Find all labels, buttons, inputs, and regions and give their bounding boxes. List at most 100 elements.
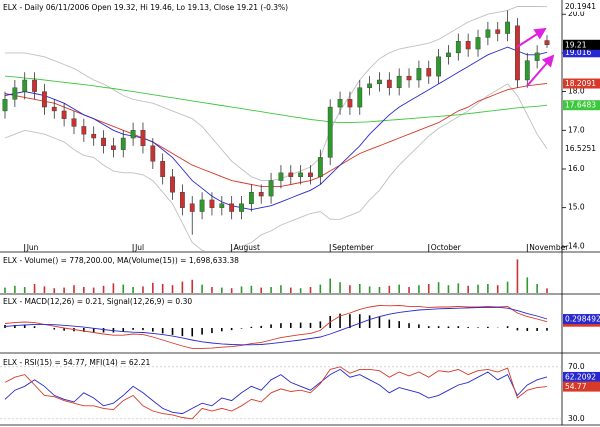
candle-body: [229, 203, 235, 212]
volume-bar: [83, 287, 85, 293]
candle-body: [110, 145, 116, 150]
candle-body: [515, 25, 520, 81]
value-box-label: 18.2091: [565, 79, 596, 88]
price-plot: [2, 6, 550, 251]
candle-body: [455, 41, 461, 54]
value-box-label: 54.77: [565, 382, 587, 391]
value-box: [563, 39, 600, 50]
x-tick-label: August: [234, 243, 260, 252]
candle-body: [505, 21, 510, 34]
volume-bar: [309, 287, 312, 293]
candle-body: [239, 203, 244, 212]
candle-body: [209, 199, 215, 208]
volume-bar: [122, 284, 125, 293]
value-box: [563, 314, 600, 325]
value-box-label: 16.5251: [565, 144, 596, 153]
volume-bar: [73, 285, 75, 293]
volume-bar: [546, 288, 548, 293]
candle-body: [386, 79, 392, 88]
volume-bar: [427, 284, 430, 293]
candle-body: [179, 191, 185, 208]
candle-body: [327, 106, 333, 158]
volume-bar: [349, 285, 351, 293]
volume-bar: [171, 285, 174, 293]
value-box: [563, 143, 600, 154]
volume-bar: [230, 288, 233, 293]
candle-body: [101, 137, 106, 146]
annotation-arrow: [526, 54, 555, 87]
volume-bar: [142, 286, 144, 293]
volume-bar: [240, 286, 243, 293]
candle-body: [416, 68, 422, 81]
candle-body: [524, 60, 530, 81]
volume-bar: [181, 281, 184, 293]
candle-body: [357, 87, 363, 108]
volume-bar: [33, 284, 36, 293]
candle-body: [42, 91, 47, 108]
volume-bar: [329, 278, 331, 293]
value-box-label: 62.2092: [565, 372, 596, 381]
y-tick-label: 16.0: [568, 164, 585, 173]
value-box: [563, 78, 600, 89]
x-tick-label: November: [529, 243, 569, 252]
x-tick-label: September: [332, 243, 374, 252]
volume-bar: [398, 284, 400, 293]
y-tick-label: 30.0: [568, 414, 585, 423]
volume-bar: [487, 284, 489, 293]
volume-bar: [211, 287, 213, 293]
candle-body: [51, 106, 57, 112]
volume-bar: [102, 285, 105, 293]
candle-body: [495, 29, 501, 34]
candle-body: [337, 99, 343, 108]
y-tick-label: 17.0: [568, 125, 585, 134]
candle-body: [534, 52, 540, 61]
volume-bar: [280, 285, 282, 293]
volume-bar: [467, 285, 469, 293]
candle-body: [426, 68, 432, 77]
candle-body: [81, 126, 87, 135]
x-tick-label: October: [431, 243, 462, 252]
volume-bar: [408, 287, 410, 293]
x-tick-label: Jul: [134, 243, 144, 252]
volume-bar: [339, 282, 341, 293]
volume-bar: [319, 284, 322, 293]
volume-bar: [299, 288, 302, 293]
candle-body: [71, 118, 77, 127]
y-tick-label: 18.0: [568, 87, 585, 96]
line: [4, 83, 548, 251]
line: [5, 6, 548, 182]
volume-bar: [289, 287, 292, 293]
volume-bar: [63, 287, 65, 293]
value-box: [563, 371, 600, 382]
value-box-label: 19.21: [565, 40, 587, 49]
value-box: [563, 381, 600, 392]
volume-bar: [536, 284, 538, 293]
volume-bar: [516, 259, 519, 293]
candle-body: [91, 133, 97, 139]
value-box-label: 17.6483: [565, 101, 596, 110]
y-tick-label: 14.0: [568, 241, 585, 250]
candle-body: [61, 110, 67, 119]
volume-bar: [378, 287, 381, 293]
volume-bar: [14, 285, 16, 293]
value-box-label: 19.016: [565, 48, 591, 57]
candle-body: [258, 191, 264, 197]
candle-body: [308, 172, 313, 177]
volume-bar: [53, 288, 56, 293]
candle-body: [317, 157, 323, 177]
x-tick-label: Jun: [26, 243, 39, 252]
volume-bar: [270, 287, 272, 293]
candle-body: [485, 29, 491, 38]
y-tick-label: 70.0: [568, 362, 585, 371]
line: [4, 368, 548, 415]
value-box: [563, 47, 600, 58]
volume-bar: [23, 287, 26, 293]
annotation-arrow: [516, 27, 547, 48]
value-box-label: 20.1941: [565, 2, 596, 11]
candle-body: [298, 172, 304, 177]
volume-bar: [201, 284, 203, 293]
line: [4, 75, 548, 124]
candle-body: [288, 172, 294, 177]
volume-bar: [43, 286, 46, 293]
